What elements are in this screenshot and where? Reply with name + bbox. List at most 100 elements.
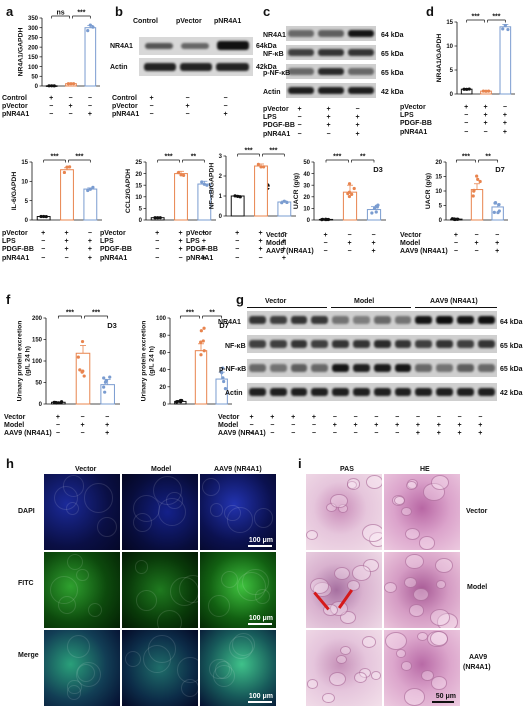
bar [84, 27, 97, 87]
y-tick-label: 10 [135, 195, 142, 201]
tubule [306, 529, 319, 540]
condition-mark: − [332, 430, 337, 438]
data-point [103, 380, 108, 384]
condition-mark: + [201, 246, 206, 254]
if-texture [209, 503, 224, 517]
tubule [361, 636, 377, 649]
tubule [366, 475, 382, 490]
tubule [306, 679, 319, 689]
panel-label-g: g [236, 292, 244, 307]
blot-band [249, 388, 266, 396]
blot-c-kda-nfkb: 65 kDa [381, 51, 404, 58]
y-tick-label: 200 [28, 45, 39, 51]
condition-mark: + [478, 422, 483, 430]
condition-mark: − [64, 254, 69, 262]
blot-band [477, 364, 495, 372]
condition-label: pNR4A1 [100, 254, 128, 262]
condition-label: pNR4A1 [400, 128, 428, 136]
condition-mark: − [223, 103, 228, 111]
data-point [103, 390, 107, 394]
if-texture [227, 507, 253, 533]
scale-bar-label: 100 μm [248, 615, 273, 622]
blot-g-kda-pnfkb: 65 kDa [500, 366, 523, 373]
if-col-model: Model [151, 466, 172, 473]
histology-image [306, 552, 382, 628]
blot-band [373, 388, 391, 396]
y-tick-label: 0 [25, 218, 29, 224]
y-tick-label: 20 [159, 385, 166, 391]
condition-mark: + [332, 422, 337, 430]
y-tick-label: 250 [28, 36, 39, 42]
condition-label: AAV9 (NR4A1) [400, 248, 448, 256]
data-point [493, 201, 497, 205]
significance-label: *** [471, 14, 479, 21]
blot-band [249, 340, 266, 348]
blot-g-group-vector: Vector [265, 298, 287, 305]
significance-label: ns [56, 10, 64, 17]
tubule [328, 671, 346, 686]
if-texture [66, 685, 82, 700]
condition-mark: − [478, 414, 483, 421]
blot-b-nr4a1-strip [139, 37, 253, 55]
tubule [384, 631, 407, 650]
if-texture [142, 644, 171, 673]
scale-bar [432, 701, 454, 703]
condition-mark: − [68, 111, 73, 119]
y-tick-label: 25 [135, 160, 142, 166]
if-texture [132, 494, 160, 522]
y-tick-label: 15 [435, 175, 442, 181]
blot-b-lane-control: Control [133, 18, 158, 25]
blot-band [288, 87, 314, 94]
significance-label: *** [75, 154, 83, 161]
y-tick-label: 100 [32, 359, 43, 365]
blot-band [318, 87, 344, 94]
data-point [88, 23, 92, 27]
condition-mark: + [178, 246, 183, 254]
data-point [372, 206, 377, 210]
blot-band [348, 87, 374, 94]
blot-band [457, 340, 474, 348]
condition-mark: − [395, 414, 400, 421]
condition-mark: − [87, 230, 92, 237]
blot-g-divider [331, 307, 411, 308]
condition-mark: + [64, 246, 69, 254]
condition-label: pNR4A1 [263, 130, 291, 138]
blot-band [457, 388, 474, 396]
histo-col-he: HE [420, 466, 430, 473]
condition-mark: + [457, 430, 462, 438]
blot-b-label-nr4a1: NR4A1 [110, 43, 133, 50]
condition-mark: − [270, 430, 275, 438]
y-axis-label: UACR (g/g) [425, 173, 432, 209]
data-point [202, 182, 206, 186]
y-axis-label-unit: (g/L 24 h) [25, 346, 32, 376]
condition-mark: − [235, 254, 240, 262]
if-row-merge: Merge [18, 652, 39, 659]
condition-mark: − [49, 111, 54, 119]
blot-band [145, 43, 173, 49]
condition-mark: − [80, 414, 85, 421]
condition-mark: − [185, 111, 190, 119]
data-point [233, 194, 237, 198]
y-tick-label: 350 [28, 16, 39, 22]
y-tick-label: 0 [35, 84, 39, 90]
y-tick-label: 60 [159, 351, 166, 357]
condition-mark: − [474, 232, 479, 239]
if-texture [170, 576, 198, 606]
data-point [350, 192, 354, 196]
condition-mark: − [355, 106, 360, 113]
condition-mark: + [395, 422, 400, 430]
data-point [66, 82, 70, 86]
condition-mark: − [495, 232, 500, 239]
condition-mark: − [149, 111, 154, 119]
condition-mark: − [347, 232, 352, 239]
condition-mark: + [281, 238, 286, 246]
blot-band [353, 316, 370, 324]
blot-band [290, 388, 308, 396]
data-point [501, 27, 505, 31]
tubule [405, 480, 417, 491]
condition-mark: − [371, 232, 376, 239]
tubule [430, 474, 449, 490]
condition-mark: − [281, 230, 286, 237]
blot-g-label-pnfkb: p-NF-κB [219, 366, 247, 373]
tubule [396, 649, 407, 658]
